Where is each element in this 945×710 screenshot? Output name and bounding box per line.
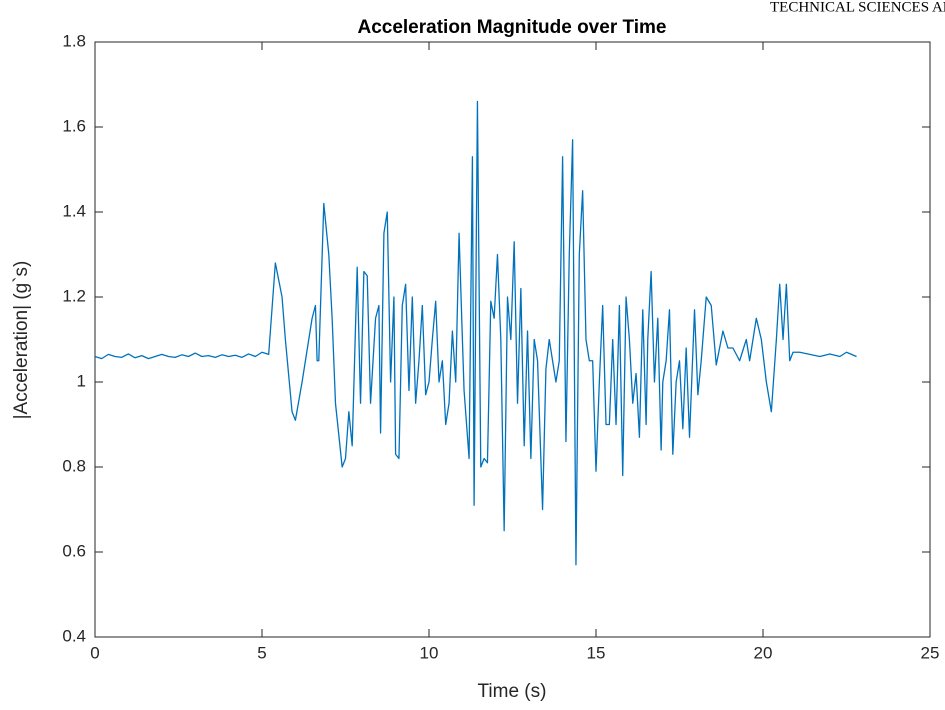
x-tick-label: 0 — [90, 643, 99, 662]
y-tick-label: 1.8 — [62, 31, 86, 50]
x-tick-label: 15 — [587, 643, 606, 662]
y-tick-label: 1.2 — [62, 286, 86, 305]
y-tick-label: 1.6 — [62, 116, 86, 135]
x-tick-label: 5 — [257, 643, 266, 662]
x-tick-label: 10 — [420, 643, 439, 662]
x-axis-label: Time (s) — [478, 681, 547, 702]
x-tick-label: 20 — [754, 643, 773, 662]
data-line — [94, 100, 857, 566]
plot-area — [94, 41, 931, 638]
page-header: TECHNICAL SCIENCES AND TECH — [770, 0, 945, 15]
y-tick-label: 0.6 — [62, 541, 86, 560]
y-tick-label: 0.8 — [62, 456, 86, 475]
chart-title: Acceleration Magnitude over Time — [357, 17, 666, 38]
x-tick-label: 25 — [921, 643, 940, 662]
y-tick-label: 1.4 — [62, 201, 86, 220]
y-axis-label: |Acceleration| (g`s) — [11, 261, 32, 420]
y-tick-label: 0.4 — [62, 626, 86, 645]
y-tick-label: 1 — [77, 371, 86, 390]
